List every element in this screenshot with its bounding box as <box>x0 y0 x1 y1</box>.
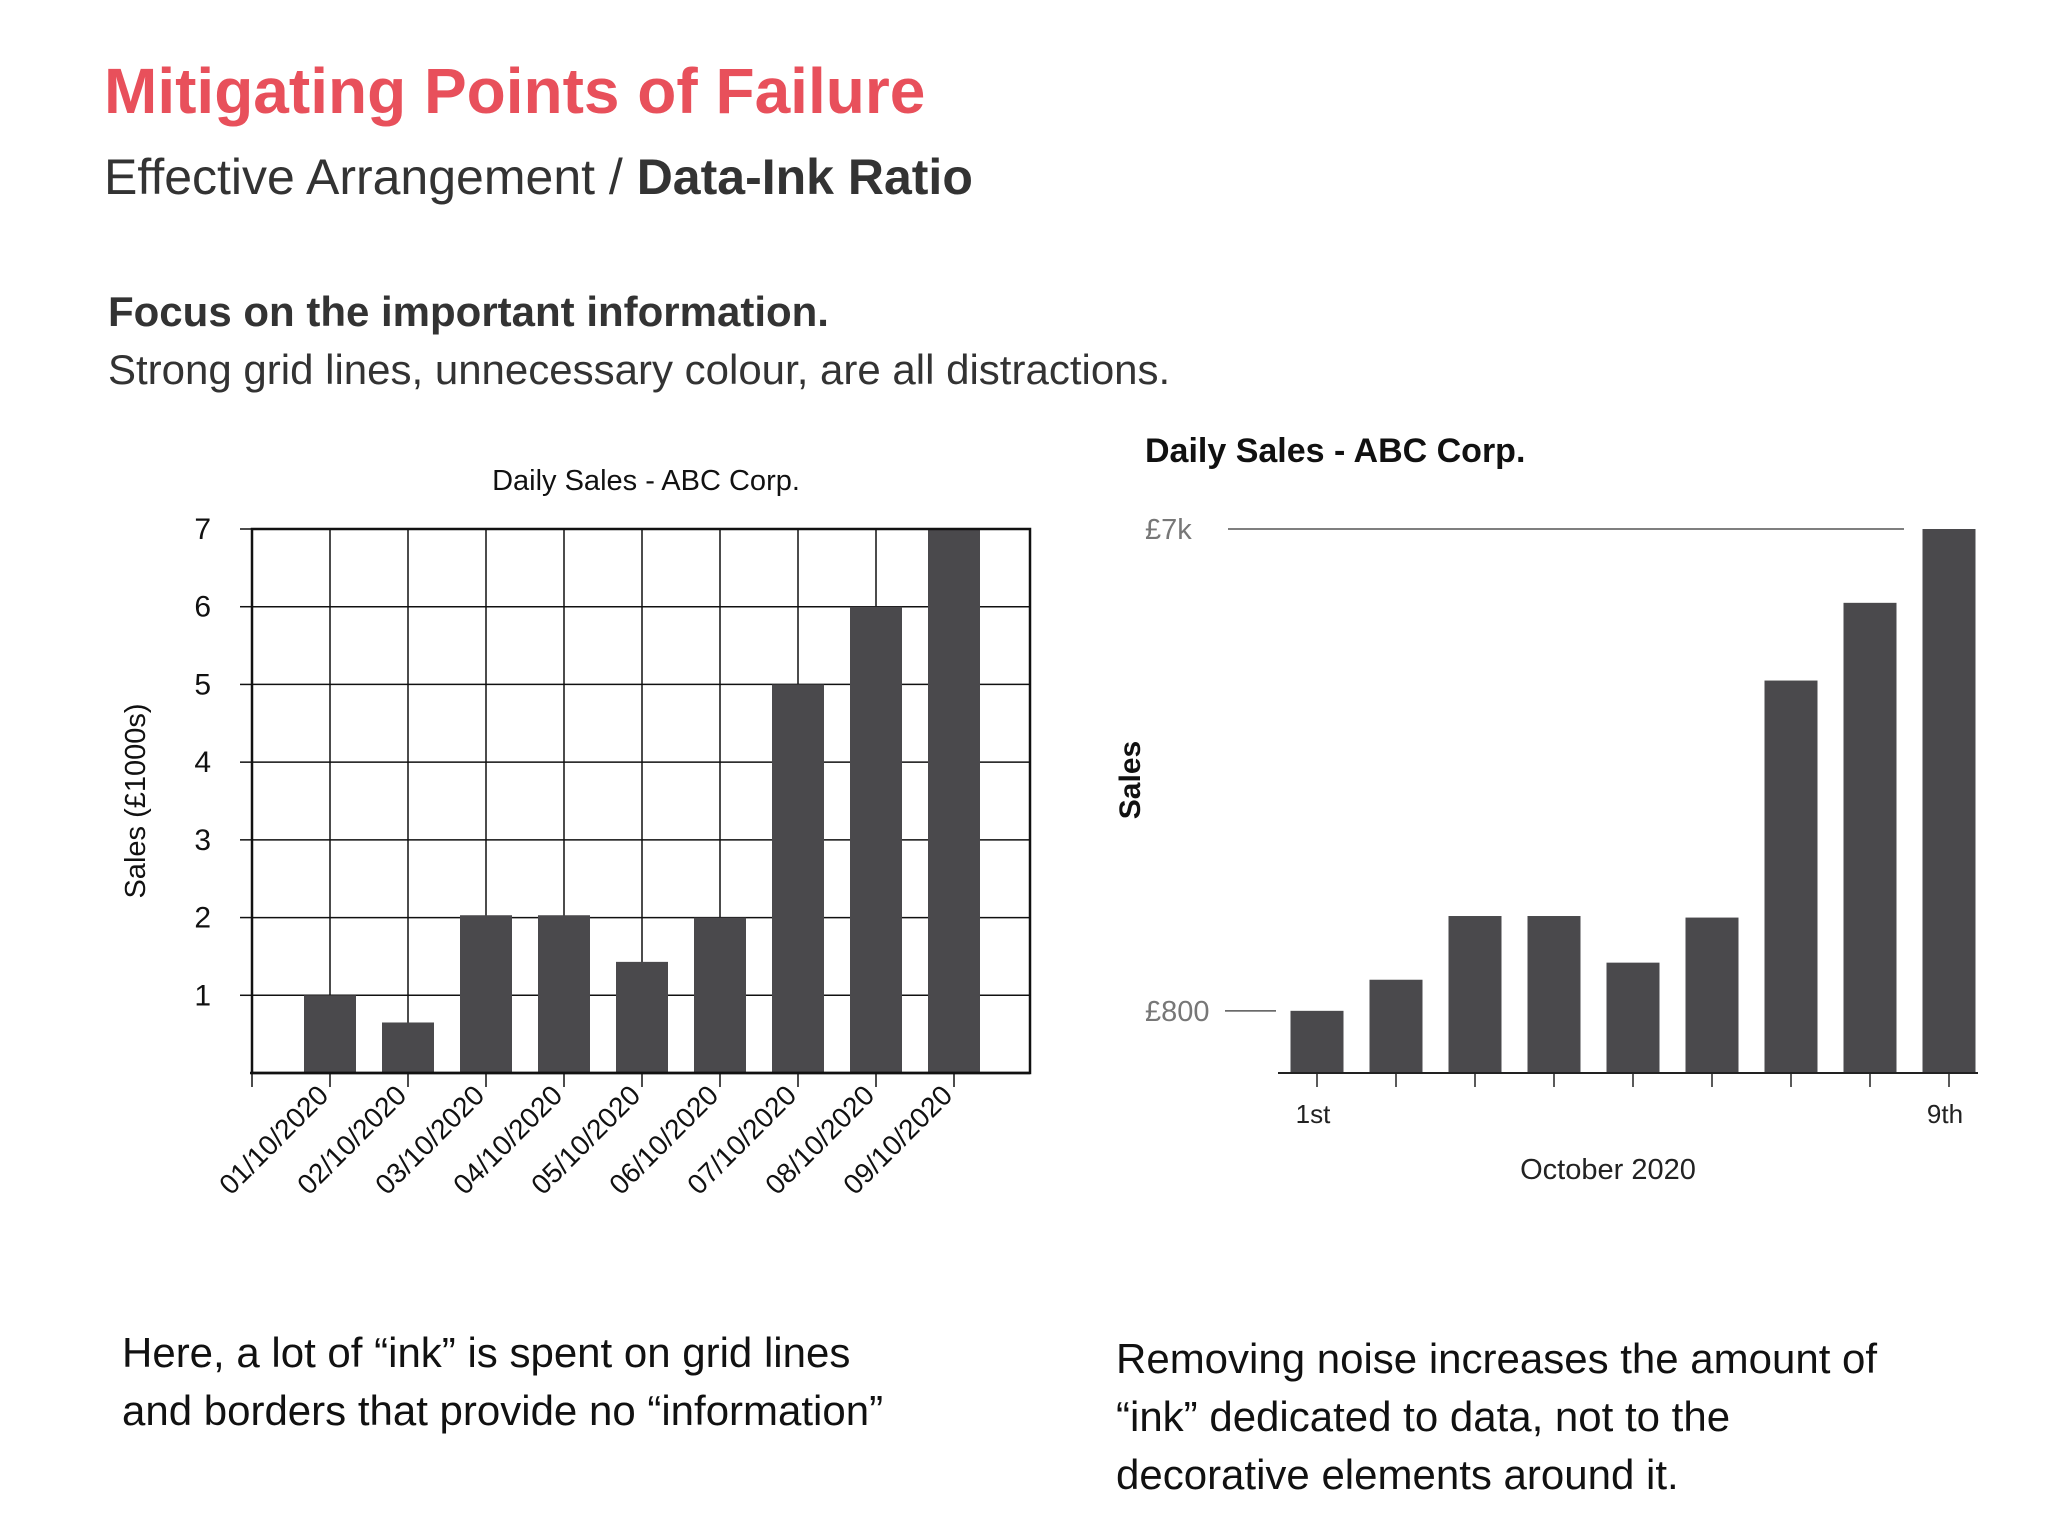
intro-heading: Focus on the important information. <box>108 288 829 335</box>
bar <box>928 529 980 1073</box>
bar <box>1448 916 1502 1073</box>
value-label-min: £800 <box>1145 996 1210 1028</box>
bar <box>1843 602 1897 1073</box>
bar <box>1685 917 1739 1073</box>
y-tick-label: 6 <box>194 591 211 624</box>
bar <box>304 995 356 1073</box>
caption-left: Here, a lot of “ink” is spent on grid li… <box>122 1324 883 1440</box>
clean-bar-chart: Daily Sales - ABC Corp. £7k £800 1st 9th Octo… <box>1114 432 1978 1186</box>
caption-right-line-3: decorative elements around it. <box>1116 1451 1679 1498</box>
caption-left-line-1: Here, a lot of “ink” is spent on grid li… <box>122 1329 851 1376</box>
bar <box>1606 962 1660 1073</box>
caption-right-line-1: Removing noise increases the amount of <box>1116 1335 1878 1382</box>
bar <box>1922 529 1976 1073</box>
bar <box>772 684 824 1073</box>
subtitle-prefix: Effective Arrangement / <box>104 149 637 205</box>
y-tick-label: 1 <box>194 979 211 1012</box>
value-label-max: £7k <box>1145 514 1192 546</box>
page-title: Mitigating Points of Failure <box>104 55 926 127</box>
x-tick-label: 9th <box>1927 1099 1963 1129</box>
bar <box>616 961 668 1073</box>
chart-title: Daily Sales - ABC Corp. <box>492 465 800 497</box>
caption-right: Removing noise increases the amount of “… <box>1116 1330 1877 1504</box>
y-tick-label: 2 <box>194 902 211 935</box>
y-tick-label: 3 <box>194 824 211 857</box>
cluttered-bar-chart: Daily Sales - ABC Corp.123456701/10/2020… <box>120 465 1032 1200</box>
bar <box>694 917 746 1073</box>
y-axis-label: Sales <box>1114 741 1147 819</box>
x-tick-label: 1st <box>1296 1099 1331 1129</box>
y-tick-label: 4 <box>194 746 211 779</box>
y-tick-label: 5 <box>194 668 211 701</box>
bar <box>460 915 512 1073</box>
chart-title: Daily Sales - ABC Corp. <box>1145 432 1525 470</box>
bar <box>1527 916 1581 1073</box>
intro-body: Strong grid lines, unnecessary colour, a… <box>108 346 1171 393</box>
y-tick-label: 7 <box>194 513 211 546</box>
subtitle-emphasis: Data-Ink Ratio <box>636 149 973 205</box>
bar <box>1764 680 1818 1073</box>
bar <box>382 1022 434 1073</box>
bar <box>850 606 902 1073</box>
bar <box>1290 1010 1344 1073</box>
page-subtitle: Effective Arrangement / Data-Ink Ratio <box>104 148 973 206</box>
bar <box>538 915 590 1073</box>
caption-right-line-2: “ink” dedicated to data, not to the <box>1116 1393 1731 1440</box>
caption-left-line-2: and borders that provide no “information… <box>122 1387 884 1434</box>
y-axis-label: Sales (£1000s) <box>120 703 152 898</box>
x-axis-label: October 2020 <box>1520 1154 1696 1186</box>
bar <box>1369 979 1423 1073</box>
